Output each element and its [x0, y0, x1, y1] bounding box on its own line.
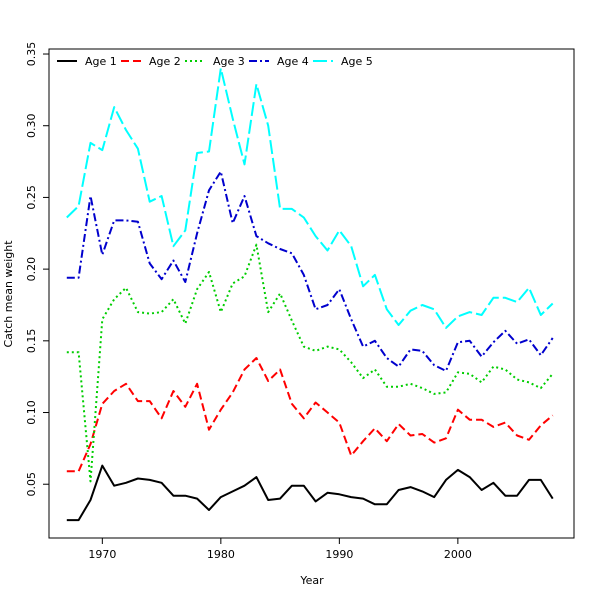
y-tick-label: 0.10: [25, 400, 38, 425]
x-tick-label: 1990: [325, 548, 353, 561]
legend-label-1: Age 1: [85, 55, 117, 68]
y-tick-label: 0.15: [25, 329, 38, 354]
series-line-4: [66, 170, 554, 372]
legend-label-3: Age 3: [213, 55, 245, 68]
y-tick-label: 0.35: [25, 42, 38, 66]
legend-label-5: Age 5: [341, 55, 373, 68]
series-line-5: [66, 67, 554, 329]
x-tick-label: 2000: [444, 548, 472, 561]
y-tick-label: 0.20: [25, 257, 38, 282]
legend-label-2: Age 2: [149, 55, 181, 68]
legend: Age 1 Age 2 Age 3 Age 4 Age 5: [57, 55, 373, 68]
series-lines: [66, 67, 554, 522]
y-tick-label: 0.25: [25, 185, 38, 210]
y-tick-label: 0.05: [25, 472, 38, 497]
plot-frame: [48, 48, 575, 539]
x-tick-label: 1970: [88, 548, 116, 561]
x-tick-label: 1980: [207, 548, 235, 561]
series-line-2: [66, 357, 554, 473]
series-line-1: [66, 464, 554, 522]
axes: 1970 1980 1990 2000 0.05 0.10 0.15 0.20 0.25 0.30…: [25, 42, 575, 561]
series-line-3: [66, 243, 554, 483]
y-tick-label: 0.30: [25, 113, 38, 138]
x-axis-label: Year: [299, 574, 324, 587]
legend-label-4: Age 4: [277, 55, 309, 68]
y-axis-label: Catch mean weight: [2, 240, 15, 348]
